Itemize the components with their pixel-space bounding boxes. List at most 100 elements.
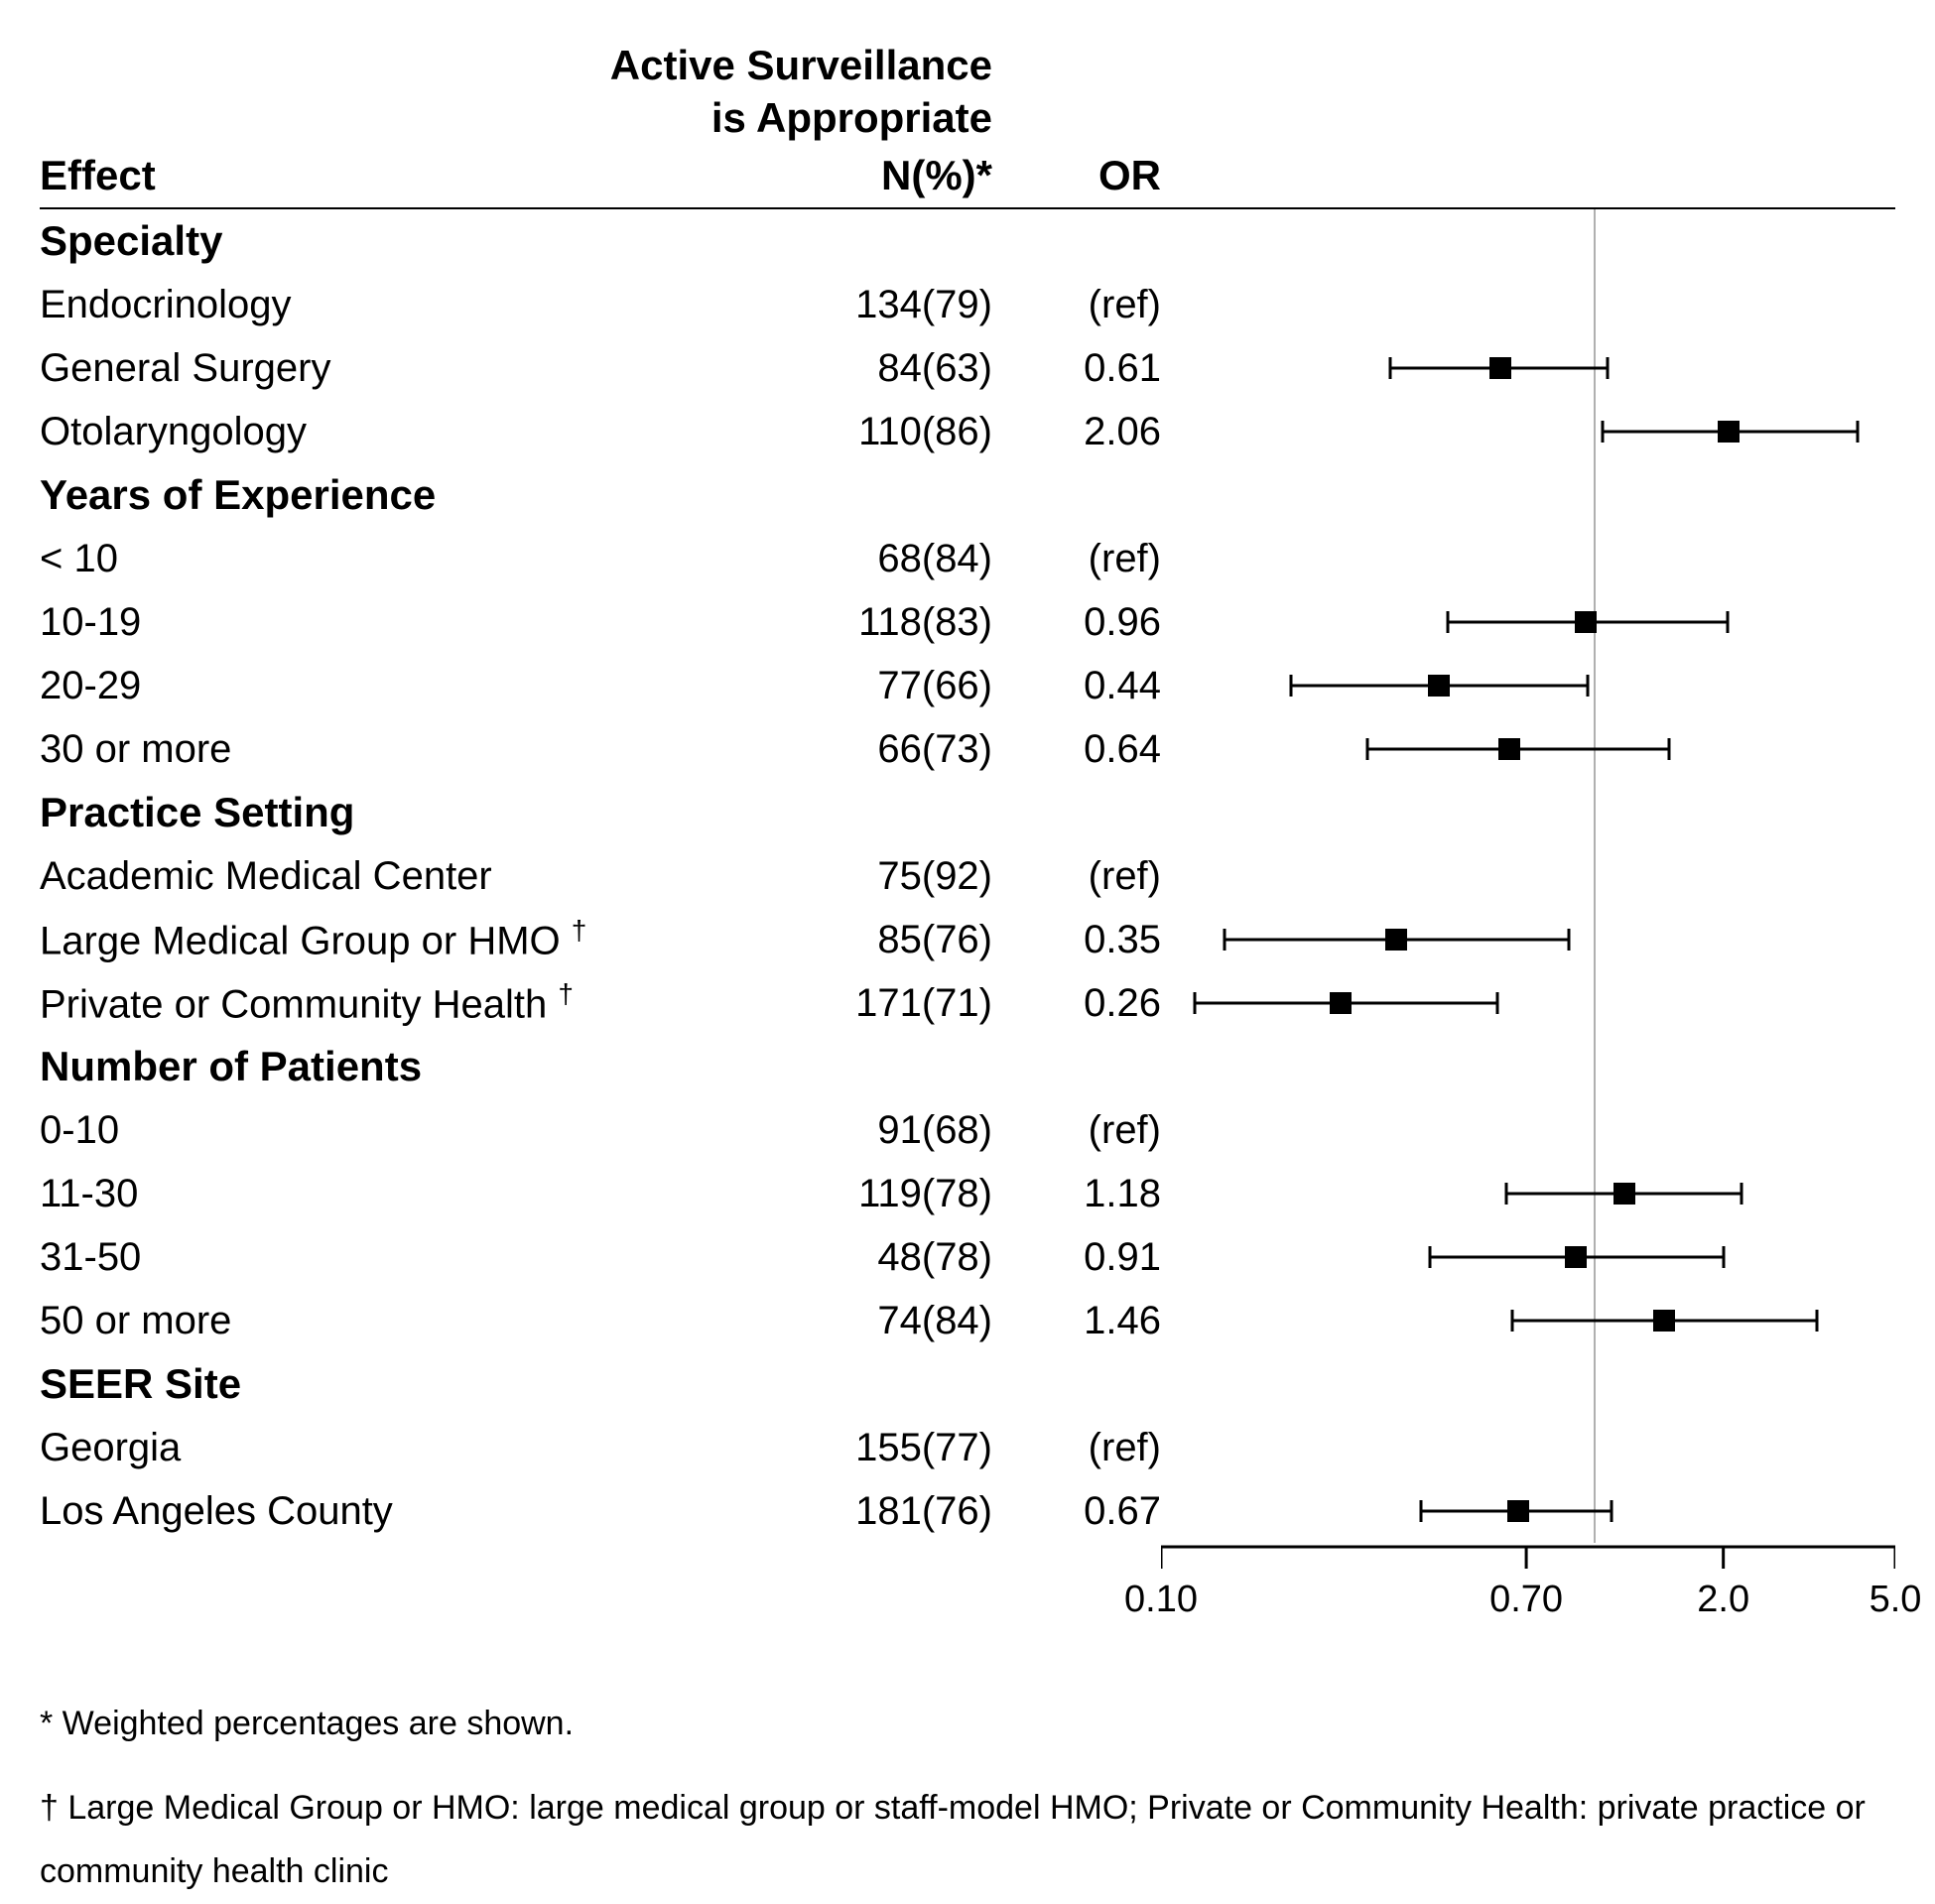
- group-header: SEER Site: [40, 1352, 1895, 1416]
- plot-cell: [1161, 654, 1895, 717]
- axis-tick-label: 0.70: [1489, 1579, 1563, 1621]
- table-row: < 10 68(84) (ref): [40, 527, 1895, 590]
- group-label: Specialty: [40, 217, 794, 265]
- plot-cell: [1161, 590, 1895, 654]
- row-npct: 134(79): [794, 283, 992, 327]
- ci-cap-high: [1668, 738, 1671, 760]
- ref-line: [1594, 1352, 1596, 1416]
- plot-cell: [1161, 336, 1895, 400]
- plot-cell: [1161, 1098, 1895, 1162]
- plot-cell: [1161, 1289, 1895, 1352]
- table-row: General Surgery 84(63) 0.61: [40, 336, 1895, 400]
- row-or: 2.06: [992, 410, 1161, 454]
- ci-cap-low: [1290, 675, 1293, 697]
- row-or: (ref): [992, 854, 1161, 899]
- row-npct: 84(63): [794, 346, 992, 391]
- row-npct: 66(73): [794, 727, 992, 772]
- plot-cell: [1161, 209, 1895, 273]
- row-npct: 75(92): [794, 854, 992, 899]
- col-header-plot-spacer: [1161, 144, 1895, 207]
- ci-cap-high: [1727, 611, 1730, 633]
- ref-line: [1594, 781, 1596, 844]
- axis-tick-label: 0.10: [1124, 1579, 1198, 1621]
- or-marker: [1565, 1246, 1587, 1268]
- row-label: 20-29: [40, 664, 794, 708]
- row-label: 11-30: [40, 1172, 794, 1216]
- or-marker: [1613, 1183, 1635, 1205]
- ci-cap-low: [1365, 738, 1368, 760]
- row-or: 0.67: [992, 1489, 1161, 1534]
- row-label: Otolaryngology: [40, 410, 794, 454]
- col-header-or: OR: [992, 152, 1161, 199]
- row-or: (ref): [992, 1426, 1161, 1470]
- row-label: 31-50: [40, 1235, 794, 1280]
- ref-line: [1594, 654, 1596, 717]
- plot-cell: [1161, 1352, 1895, 1416]
- col-header-effect: Effect: [40, 152, 794, 199]
- row-or: 0.64: [992, 727, 1161, 772]
- axis-tick-label: 5.0: [1870, 1579, 1922, 1621]
- ref-line: [1594, 463, 1596, 527]
- ref-line: [1594, 273, 1596, 336]
- table-row: Private or Community Health † 171(71) 0.…: [40, 971, 1895, 1035]
- group-header: Specialty: [40, 209, 1895, 273]
- row-label: 10-19: [40, 600, 794, 645]
- super-header: Active Surveillance is Appropriate: [40, 40, 992, 144]
- group-label: Practice Setting: [40, 789, 794, 836]
- x-axis: 0.100.702.05.0: [40, 1543, 1895, 1652]
- row-or: (ref): [992, 1108, 1161, 1153]
- plot-cell: [1161, 400, 1895, 463]
- forest-plot-page: Active Surveillance is Appropriate Effec…: [0, 0, 1935, 1777]
- row-label: Academic Medical Center: [40, 854, 794, 899]
- dagger-icon: †: [572, 915, 587, 946]
- row-npct: 85(76): [794, 918, 992, 962]
- row-label: Private or Community Health †: [40, 978, 794, 1027]
- ci-cap-low: [1223, 929, 1226, 951]
- ref-line: [1594, 209, 1596, 273]
- rows-container: Specialty Endocrinology 134(79) (ref) Ge…: [40, 209, 1895, 1543]
- ci-cap-high: [1495, 992, 1498, 1014]
- row-or: 0.96: [992, 600, 1161, 645]
- or-marker: [1330, 992, 1352, 1014]
- ref-line: [1594, 1098, 1596, 1162]
- row-npct: 110(86): [794, 410, 992, 454]
- axis-labels: 0.100.702.05.0: [1161, 1543, 1895, 1652]
- plot-cell: [1161, 971, 1895, 1035]
- ref-line: [1594, 971, 1596, 1035]
- row-npct: 68(84): [794, 537, 992, 581]
- row-npct: 119(78): [794, 1172, 992, 1216]
- group-header: Practice Setting: [40, 781, 1895, 844]
- table-row: 0-10 91(68) (ref): [40, 1098, 1895, 1162]
- ci-cap-high: [1740, 1183, 1742, 1205]
- table-row: 50 or more 74(84) 1.46: [40, 1289, 1895, 1352]
- plot-cell: [1161, 1035, 1895, 1098]
- group-label: SEER Site: [40, 1360, 794, 1408]
- or-marker: [1507, 1500, 1529, 1522]
- footnotes: * Weighted percentages are shown. † Larg…: [40, 1692, 1895, 1904]
- or-marker: [1489, 357, 1511, 379]
- row-or: 0.61: [992, 346, 1161, 391]
- table-row: Los Angeles County 181(76) 0.67: [40, 1479, 1895, 1543]
- group-header: Years of Experience: [40, 463, 1895, 527]
- plot-cell: [1161, 1479, 1895, 1543]
- row-label: Georgia: [40, 1426, 794, 1470]
- plot-cell: [1161, 717, 1895, 781]
- row-label: < 10: [40, 537, 794, 581]
- table-row: Endocrinology 134(79) (ref): [40, 273, 1895, 336]
- ci-cap-low: [1420, 1500, 1423, 1522]
- row-npct: 77(66): [794, 664, 992, 708]
- table-row: 30 or more 66(73) 0.64: [40, 717, 1895, 781]
- or-marker: [1653, 1310, 1675, 1332]
- row-npct: 171(71): [794, 981, 992, 1026]
- row-npct: 74(84): [794, 1299, 992, 1343]
- ci-cap-high: [1586, 675, 1589, 697]
- plot-cell: [1161, 1162, 1895, 1225]
- table-row: Large Medical Group or HMO † 85(76) 0.35: [40, 908, 1895, 971]
- row-or: 0.91: [992, 1235, 1161, 1280]
- or-marker: [1385, 929, 1407, 951]
- table-row: Otolaryngology 110(86) 2.06: [40, 400, 1895, 463]
- row-npct: 48(78): [794, 1235, 992, 1280]
- plot-cell: [1161, 1416, 1895, 1479]
- row-npct: 118(83): [794, 600, 992, 645]
- axis-tick-label: 2.0: [1697, 1579, 1749, 1621]
